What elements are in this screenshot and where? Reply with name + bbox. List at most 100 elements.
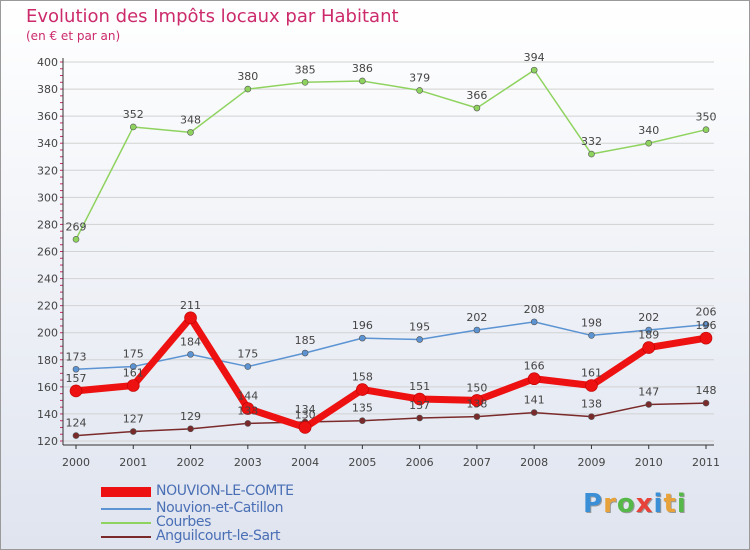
data-point bbox=[244, 363, 252, 370]
data-point bbox=[588, 413, 595, 420]
data-point bbox=[129, 363, 137, 370]
data-point bbox=[416, 87, 423, 94]
data-label: 184 bbox=[180, 335, 201, 348]
data-point bbox=[585, 379, 598, 392]
x-tick-label: 2005 bbox=[348, 456, 376, 469]
data-point bbox=[244, 85, 252, 93]
logo-letter: i bbox=[676, 489, 687, 519]
logo-letter: o bbox=[616, 489, 636, 519]
data-point bbox=[645, 139, 653, 147]
data-point bbox=[298, 421, 312, 434]
legend-swatch bbox=[101, 487, 151, 497]
data-label: 150 bbox=[466, 381, 487, 394]
data-label: 173 bbox=[66, 350, 87, 363]
x-tick-label: 2008 bbox=[520, 456, 548, 469]
data-point bbox=[470, 394, 484, 407]
data-label: 202 bbox=[638, 311, 659, 324]
chart-title: Evolution des Impôts locaux par Habitant bbox=[26, 6, 399, 27]
logo-letter: i bbox=[653, 489, 664, 519]
x-tick-label: 2006 bbox=[406, 456, 434, 469]
data-label: 138 bbox=[466, 398, 487, 411]
data-label: 211 bbox=[180, 299, 201, 312]
legend-label: Nouvion-et-Catillon bbox=[156, 500, 284, 516]
legend-swatch bbox=[101, 536, 151, 538]
data-label: 202 bbox=[466, 311, 487, 324]
legend-label: Anguilcourt-le-Sart bbox=[156, 528, 281, 544]
y-tick-label: 340 bbox=[37, 137, 58, 150]
legend-swatch bbox=[101, 522, 151, 524]
data-point bbox=[359, 334, 366, 342]
x-tick-label: 2004 bbox=[291, 456, 319, 469]
data-label: 206 bbox=[696, 306, 717, 319]
series-line-nouvion-et-catillon bbox=[75, 321, 707, 371]
data-point bbox=[187, 351, 194, 358]
logo-letter: x bbox=[635, 489, 654, 519]
data-point bbox=[645, 326, 653, 334]
data-point bbox=[72, 432, 80, 439]
data-point bbox=[645, 401, 653, 408]
x-tick-label: 2000 bbox=[62, 456, 90, 469]
x-tick-label: 2011 bbox=[692, 456, 720, 469]
data-point bbox=[473, 326, 481, 334]
data-point bbox=[473, 413, 481, 420]
data-label: 135 bbox=[352, 402, 373, 415]
data-point bbox=[301, 349, 309, 357]
data-point bbox=[527, 372, 541, 386]
data-label: 269 bbox=[66, 220, 87, 233]
x-tick-label: 2001 bbox=[119, 456, 147, 469]
y-tick-label: 400 bbox=[37, 56, 58, 69]
logo-letter: r bbox=[603, 489, 617, 519]
y-tick-label: 240 bbox=[37, 273, 58, 286]
data-label: 133 bbox=[237, 404, 258, 417]
x-tick-label: 2002 bbox=[177, 456, 205, 469]
y-tick-label: 360 bbox=[37, 110, 58, 123]
data-label: 127 bbox=[123, 413, 144, 426]
data-label: 130 bbox=[295, 408, 316, 421]
data-point bbox=[72, 365, 80, 373]
data-point bbox=[588, 332, 595, 339]
data-point bbox=[416, 414, 423, 422]
series-line-courbes bbox=[75, 69, 707, 240]
data-point bbox=[473, 104, 481, 112]
x-tick-label: 2007 bbox=[463, 456, 491, 469]
data-label: 379 bbox=[409, 71, 430, 84]
data-point bbox=[642, 341, 656, 354]
y-tick-label: 380 bbox=[37, 83, 58, 96]
y-tick-label: 180 bbox=[37, 354, 58, 367]
y-tick-label: 280 bbox=[37, 218, 58, 231]
data-label: 332 bbox=[581, 135, 602, 148]
data-point bbox=[244, 420, 252, 427]
y-tick-label: 300 bbox=[37, 191, 58, 204]
data-label: 138 bbox=[581, 398, 602, 411]
y-tick-label: 140 bbox=[37, 408, 58, 421]
y-tick-label: 160 bbox=[37, 381, 58, 394]
data-label: 157 bbox=[66, 372, 87, 385]
logo-letter: P bbox=[583, 489, 604, 519]
data-label: 352 bbox=[123, 108, 144, 121]
data-label: 148 bbox=[696, 384, 717, 397]
data-label: 161 bbox=[123, 367, 144, 380]
data-point bbox=[702, 399, 710, 407]
data-label: 166 bbox=[524, 360, 545, 373]
data-point bbox=[416, 336, 423, 343]
x-tick-label: 2009 bbox=[577, 456, 605, 469]
legend-label: Courbes bbox=[156, 514, 211, 530]
x-tick-label: 2003 bbox=[234, 456, 262, 469]
y-tick-label: 320 bbox=[37, 164, 58, 177]
data-point bbox=[241, 402, 255, 415]
data-label: 158 bbox=[352, 371, 373, 384]
logo-letter: t bbox=[663, 489, 677, 519]
data-label: 386 bbox=[352, 62, 373, 75]
data-label: 196 bbox=[352, 319, 373, 332]
proxiti-logo: Proxiti bbox=[583, 489, 687, 519]
data-point bbox=[530, 318, 538, 326]
data-point bbox=[72, 236, 80, 243]
data-label: 208 bbox=[524, 303, 545, 316]
data-label: 175 bbox=[123, 348, 144, 361]
data-label: 151 bbox=[409, 380, 430, 393]
data-label: 147 bbox=[638, 385, 659, 398]
data-point bbox=[356, 383, 369, 396]
data-point bbox=[588, 150, 595, 158]
